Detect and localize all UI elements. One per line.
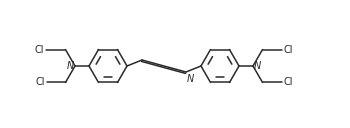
Text: N: N [254,61,261,71]
Text: Cl: Cl [35,45,44,55]
Text: N: N [67,61,74,71]
Text: Cl: Cl [284,45,293,55]
Text: Cl: Cl [35,77,44,87]
Text: N: N [187,74,194,84]
Text: Cl: Cl [284,77,293,87]
